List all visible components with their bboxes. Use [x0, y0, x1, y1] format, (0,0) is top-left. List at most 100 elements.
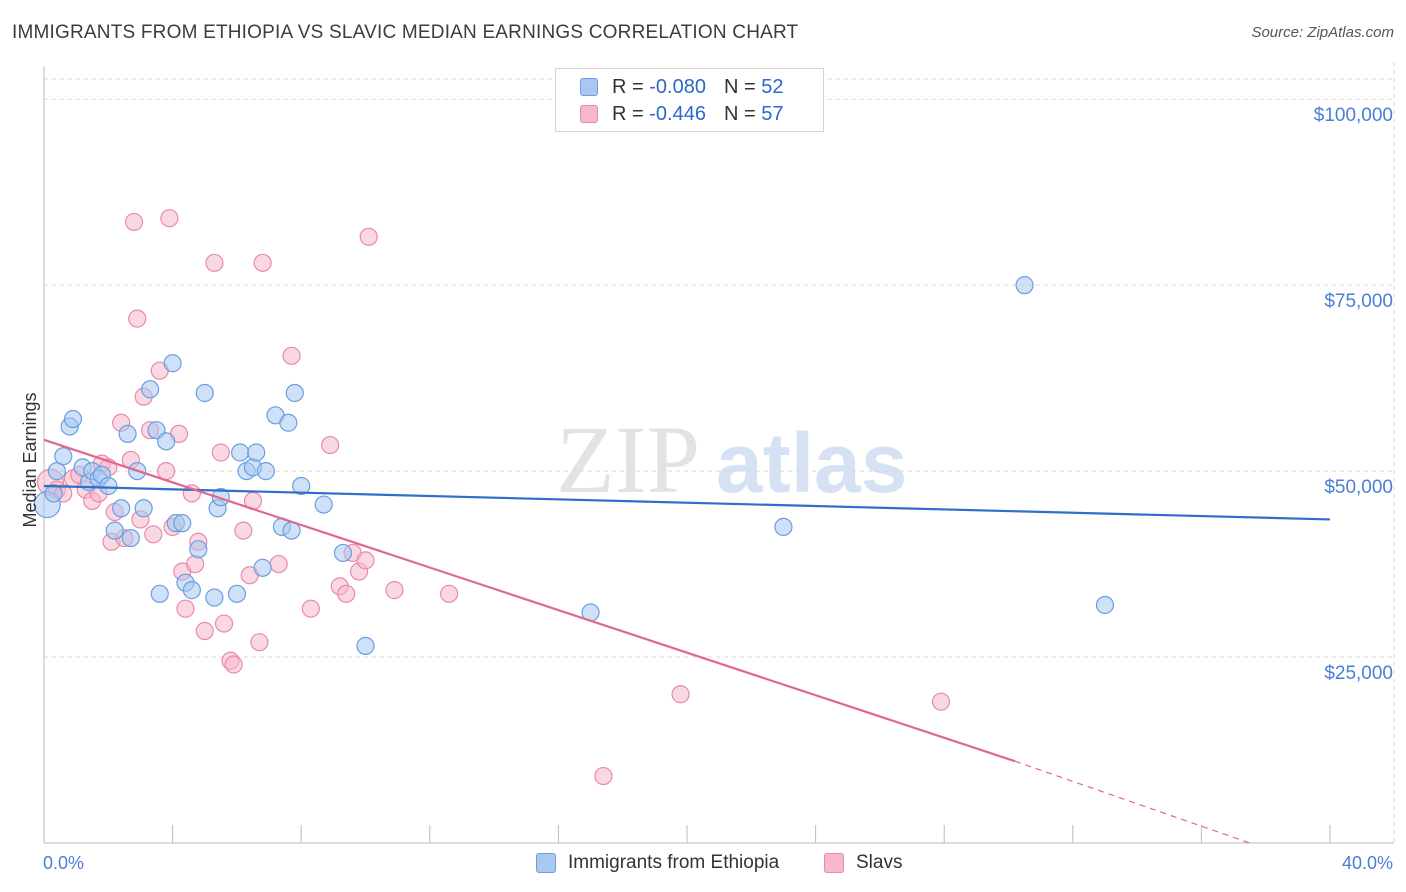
data-point: [671, 685, 690, 704]
x-tick-labels: 0.0% 40.0%: [43, 853, 1393, 873]
data-point: [253, 558, 272, 577]
data-point: [54, 447, 73, 466]
data-point: [931, 692, 951, 711]
legend-swatch-slavs: [824, 853, 844, 873]
trend-line-slavs: [43, 438, 1016, 763]
legend-r-label: R =: [612, 75, 644, 98]
data-point: [211, 443, 230, 462]
data-point: [250, 633, 269, 652]
data-point: [211, 488, 230, 507]
data-point: [63, 409, 83, 429]
trend-line-ethiopia: [43, 484, 1331, 521]
data-point: [356, 551, 375, 570]
y-tick-label: $100,000: [1314, 105, 1393, 126]
series-legend: Immigrants from Ethiopia Slavs: [0, 852, 1406, 878]
watermark: ZIP atlas: [556, 406, 907, 513]
data-point: [189, 540, 208, 559]
data-point: [121, 528, 140, 548]
data-point: [160, 209, 179, 228]
data-point: [594, 766, 613, 786]
legend-r-value: -0.446: [649, 102, 706, 125]
legend-r-value: -0.080: [649, 75, 706, 98]
data-point: [301, 599, 320, 618]
y-tick-label: $25,000: [1324, 663, 1393, 684]
legend-swatch-ethiopia: [580, 78, 598, 96]
data-point: [269, 554, 288, 574]
data-point: [176, 599, 195, 618]
legend-row-ethiopia: R = -0.080 N = 52: [580, 74, 783, 100]
data-point: [279, 413, 298, 432]
legend-label-ethiopia: Immigrants from Ethiopia: [568, 852, 780, 873]
data-point: [44, 484, 63, 503]
legend-item-ethiopia[interactable]: Immigrants from Ethiopia: [536, 852, 779, 874]
legend-item-slavs[interactable]: Slavs: [824, 852, 902, 874]
chart-source: Source: ZipAtlas.com: [1251, 24, 1394, 41]
data-point: [1095, 595, 1115, 615]
watermark-zip: ZIP: [556, 406, 700, 513]
data-point: [321, 435, 340, 455]
data-point: [182, 581, 201, 600]
y-tick-label: $50,000: [1324, 477, 1393, 498]
data-point: [105, 521, 124, 540]
legend-swatch-slavs: [580, 105, 598, 123]
data-point: [195, 621, 214, 641]
ethiopia-points: [33, 276, 1115, 655]
data-point: [124, 212, 144, 232]
chart-title: IMMIGRANTS FROM ETHIOPIA VS SLAVIC MEDIA…: [12, 22, 799, 43]
legend-label-slavs: Slavs: [856, 852, 903, 873]
trend-lines: [43, 438, 1331, 844]
legend-n-label: N =: [723, 75, 756, 98]
data-point: [157, 461, 176, 481]
data-point: [205, 588, 224, 607]
data-point: [337, 584, 356, 603]
data-point: [99, 476, 118, 496]
data-point: [1015, 276, 1034, 295]
data-point: [173, 514, 192, 533]
x-tick-label: 40.0%: [1342, 853, 1393, 873]
data-point: [140, 380, 160, 399]
data-point: [359, 227, 378, 246]
y-axis-title: Median Earnings: [20, 392, 40, 527]
legend-n-value: 57: [761, 102, 784, 125]
data-point: [128, 309, 147, 328]
data-point: [186, 554, 205, 574]
y-tick-labels: $25,000 $50,000 $75,000 $100,000: [1314, 105, 1393, 684]
data-point: [195, 383, 214, 403]
data-point: [247, 443, 266, 462]
data-point: [134, 499, 153, 518]
legend-row-slavs: R = -0.446 N = 57: [580, 101, 783, 127]
data-point: [150, 584, 169, 603]
x-tick-label: 0.0%: [43, 853, 84, 873]
data-point: [333, 543, 353, 563]
data-point: [282, 346, 301, 365]
data-point: [256, 461, 275, 481]
trend-line-slavs-extension: [1014, 760, 1250, 844]
watermark-atlas: atlas: [716, 416, 907, 510]
legend-r-label: R =: [612, 102, 644, 125]
data-point: [385, 581, 404, 600]
data-point: [292, 476, 311, 496]
data-point: [227, 584, 246, 603]
data-point: [314, 495, 333, 514]
data-point: [285, 383, 304, 403]
legend-swatch-ethiopia: [536, 853, 556, 873]
data-point: [231, 443, 250, 462]
data-point: [163, 354, 182, 373]
data-point: [774, 517, 793, 536]
data-point: [439, 584, 459, 603]
data-point: [112, 499, 131, 518]
data-point: [157, 432, 176, 451]
data-point: [214, 614, 234, 633]
data-point: [144, 525, 163, 544]
legend-n-value: 52: [761, 75, 784, 98]
legend-n-label: N =: [723, 102, 756, 125]
data-point: [205, 253, 224, 272]
data-point: [234, 521, 253, 540]
correlation-legend: R = -0.080 N = 52 R = -0.446 N = 57: [555, 68, 824, 132]
axes: [43, 66, 1394, 844]
y-tick-label: $75,000: [1324, 291, 1393, 312]
data-point: [224, 655, 243, 674]
data-point: [253, 253, 272, 272]
data-point: [356, 636, 375, 655]
